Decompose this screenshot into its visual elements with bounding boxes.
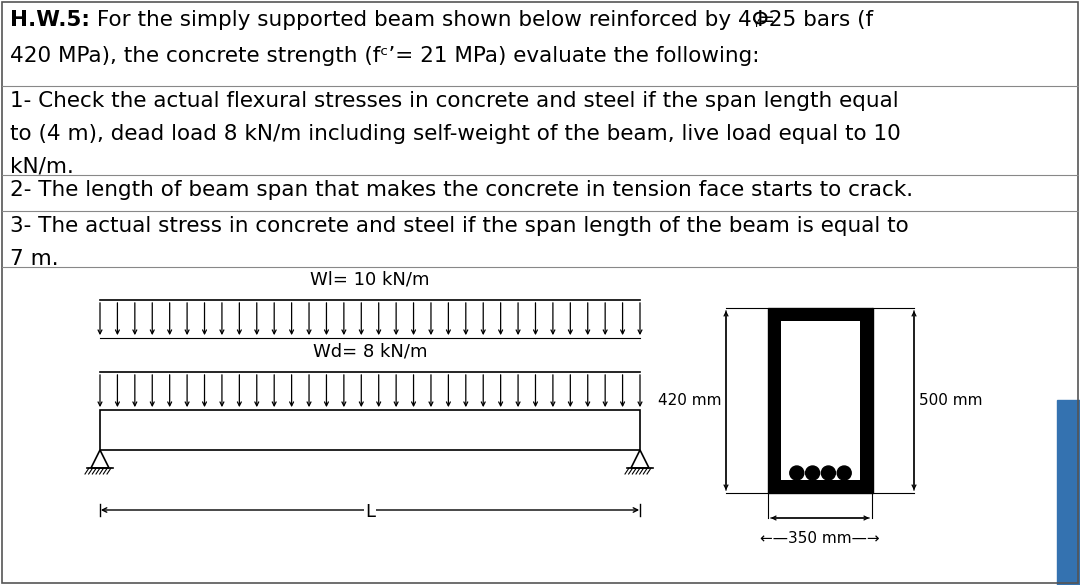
Bar: [1057, 400, 1080, 585]
Text: 500 mm: 500 mm: [919, 393, 983, 408]
Text: Wd= 8 kN/m: Wd= 8 kN/m: [313, 342, 428, 360]
Text: For the simply supported beam shown below reinforced by 4Φ25 bars (f: For the simply supported beam shown belo…: [90, 10, 873, 30]
Text: L: L: [365, 503, 375, 521]
Text: ←—350 mm—→: ←—350 mm—→: [760, 531, 880, 546]
Text: 420 MPa), the concrete strength (fᶜ’= 21 MPa) evaluate the following:: 420 MPa), the concrete strength (fᶜ’= 21…: [10, 46, 759, 66]
Text: 7 m.: 7 m.: [10, 249, 58, 269]
Circle shape: [822, 466, 836, 480]
Text: 2- The length of beam span that makes the concrete in tension face starts to cra: 2- The length of beam span that makes th…: [10, 180, 913, 200]
Text: 1- Check the actual flexural stresses in concrete and steel if the span length e: 1- Check the actual flexural stresses in…: [10, 91, 899, 111]
Bar: [781, 321, 860, 480]
Text: 420 mm: 420 mm: [658, 393, 721, 408]
Text: H.W.5:: H.W.5:: [10, 10, 90, 30]
Circle shape: [806, 466, 820, 480]
Bar: [768, 308, 873, 493]
Text: ᵧ=: ᵧ=: [753, 10, 775, 29]
Text: Wl= 10 kN/m: Wl= 10 kN/m: [310, 270, 430, 288]
Text: kN/m.: kN/m.: [10, 157, 73, 177]
Circle shape: [789, 466, 804, 480]
Bar: [100, 410, 640, 450]
Text: to (4 m), dead load 8 kN/m including self-weight of the beam, live load equal to: to (4 m), dead load 8 kN/m including sel…: [10, 124, 901, 144]
Text: 3- The actual stress in concrete and steel if the span length of the beam is equ: 3- The actual stress in concrete and ste…: [10, 216, 908, 236]
Circle shape: [837, 466, 851, 480]
